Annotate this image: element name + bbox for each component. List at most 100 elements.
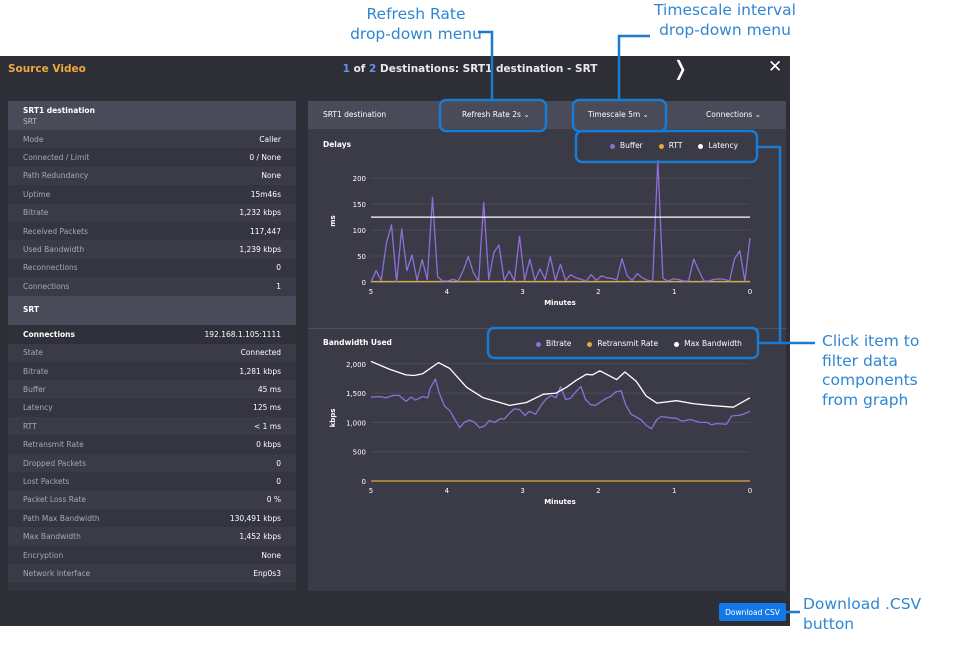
stat-row: Bitrate 1,281 kbps [8, 361, 296, 381]
stats-panel: SRT1 destination SRT Mode Caller Connected… [8, 101, 296, 591]
x-axis-label: Minutes [544, 299, 576, 307]
x-axis-label: Minutes [544, 498, 576, 506]
close-icon[interactable]: ✕ [768, 57, 783, 77]
stat-row: Max Bandwidth 1,452 kbps [8, 527, 296, 546]
series-line-buffer [370, 160, 751, 283]
stat-row: Network Interface Enp0s3 [8, 564, 296, 583]
stat-label: Network Interface [23, 568, 91, 578]
x-tick-label: 1 [672, 288, 676, 296]
stat-value: 1,452 kbps [239, 532, 281, 542]
delays-title: Delays [323, 140, 352, 149]
stat-label: Connected / Limit [23, 153, 90, 163]
stat-label: Mode [23, 134, 44, 144]
divider [308, 328, 786, 329]
delays-legend: Buffer RTT Latency [610, 141, 738, 150]
chevron-down-icon: ⌄ [642, 110, 649, 119]
stat-label: Packet Loss Rate [23, 495, 86, 505]
stat-row: Dropped Packets 0 [8, 453, 296, 473]
x-tick-label: 5 [369, 288, 373, 296]
dot-icon [698, 143, 704, 149]
y-tick-label: 0 [362, 478, 366, 486]
connections-row: Connections 192.168.1.105:1111 [8, 324, 296, 344]
legend-item-rtt[interactable]: RTT [658, 141, 682, 150]
chevron-right-icon[interactable]: ❭ [672, 56, 689, 80]
bandwidth-title: Bandwidth Used [323, 338, 392, 347]
stat-value: 1 [276, 281, 281, 291]
x-tick-label: 5 [369, 487, 373, 495]
dot-icon [610, 143, 615, 149]
destination-name: SRT1 destination [323, 110, 387, 119]
stat-row: Latency 125 ms [8, 398, 296, 418]
x-tick-label: 4 [445, 288, 450, 296]
y-tick-label: 1,500 [346, 390, 366, 398]
stat-row: Packet Loss Rate 0 % [8, 490, 296, 510]
stat-value: 15m46s [250, 189, 281, 199]
stat-value: 117,447 [249, 226, 281, 236]
destination-stats-modal: Source Video 1 of 2 Destinations: SRT1 d… [0, 56, 790, 626]
stat-label: Retransmit Rate [23, 440, 84, 450]
stat-value: Caller [259, 134, 281, 144]
bandwidth-chart: 0 500 1,000 1,500 2,000 5 4 3 2 1 0 Minutes kbps [329, 360, 752, 506]
chevron-down-icon: ⌄ [523, 110, 530, 119]
stat-value: 125 ms [253, 403, 281, 413]
annotation-filter: Click item to filter data components from g… [822, 332, 920, 409]
stat-value: < 1 ms [253, 421, 281, 431]
timescale-dropdown[interactable]: Timescale 5m ⌄ [588, 110, 649, 119]
stat-row: Path Redundancy None [8, 166, 296, 186]
annotation-timescale: Timescale interval drop-down menu [654, 1, 796, 39]
y-tick-label: 50 [357, 253, 366, 261]
legend-item-retransmit-rate[interactable]: Retransmit Rate [587, 339, 658, 348]
stat-row: Bitrate 1,232 kbps [8, 203, 296, 222]
x-tick-label: 3 [520, 288, 524, 296]
stat-label: Buffer [23, 384, 46, 394]
legend-item-bitrate[interactable]: Bitrate [536, 339, 571, 348]
stat-value: Connected [240, 348, 281, 358]
y-tick-label: 0 [362, 279, 366, 287]
legend-item-max-bandwidth[interactable]: Max Bandwidth [674, 339, 742, 348]
y-tick-label: 100 [353, 227, 366, 235]
x-tick-label: 0 [748, 487, 752, 495]
stat-row: Received Packets 117,447 [8, 221, 296, 241]
y-tick-label: 200 [353, 175, 366, 183]
stat-value: Enp0s3 [253, 568, 281, 578]
stat-label: Path Max Bandwidth [23, 513, 100, 523]
srt-header: SRT [8, 295, 296, 325]
stat-row: Lost Packets 0 [8, 472, 296, 491]
stat-row: Encryption None [8, 545, 296, 565]
stat-label: State [23, 348, 43, 358]
stat-value: 1,281 kbps [239, 366, 281, 376]
stat-value: 0 [276, 476, 281, 486]
stat-row: State Connected [8, 343, 296, 362]
stat-label: Reconnections [23, 263, 78, 273]
stat-value: 45 ms [257, 384, 281, 394]
y-tick-label: 500 [353, 449, 366, 457]
stat-row: Connections 1 [8, 277, 296, 296]
x-tick-label: 2 [596, 288, 600, 296]
legend-item-buffer[interactable]: Buffer [610, 141, 643, 150]
dot-icon [674, 341, 680, 347]
dot-icon [658, 143, 664, 149]
stat-label: Uptime [23, 189, 51, 199]
stat-row: Buffer 45 ms [8, 380, 296, 399]
x-tick-label: 4 [445, 487, 450, 495]
series-line-max-bandwidth [370, 360, 751, 408]
refresh-rate-dropdown[interactable]: Refresh Rate 2s ⌄ [462, 110, 530, 119]
connections-dropdown[interactable]: Connections ⌄ [706, 110, 762, 119]
stat-label: Lost Packets [23, 476, 70, 486]
stat-label: Bitrate [23, 208, 49, 218]
stat-label: Max Bandwidth [23, 532, 81, 542]
stat-row: Retransmit Rate 0 kbps [8, 435, 296, 454]
dot-icon [587, 341, 593, 347]
download-csv-button[interactable]: Download CSV [719, 603, 786, 621]
stat-row: Connected / Limit 0 / None [8, 148, 296, 167]
y-tick-label: 1,000 [346, 419, 366, 427]
y-tick-label: 150 [353, 201, 366, 209]
x-tick-label: 1 [672, 487, 676, 495]
stat-label: Received Packets [23, 226, 88, 236]
y-axis-label: kbps [329, 409, 337, 428]
stat-value: 0 % [266, 495, 281, 505]
stat-label: Dropped Packets [23, 458, 87, 468]
legend-item-latency[interactable]: Latency [698, 141, 738, 150]
stat-row: Reconnections 0 [8, 258, 296, 278]
y-tick-label: 2,000 [346, 361, 366, 369]
